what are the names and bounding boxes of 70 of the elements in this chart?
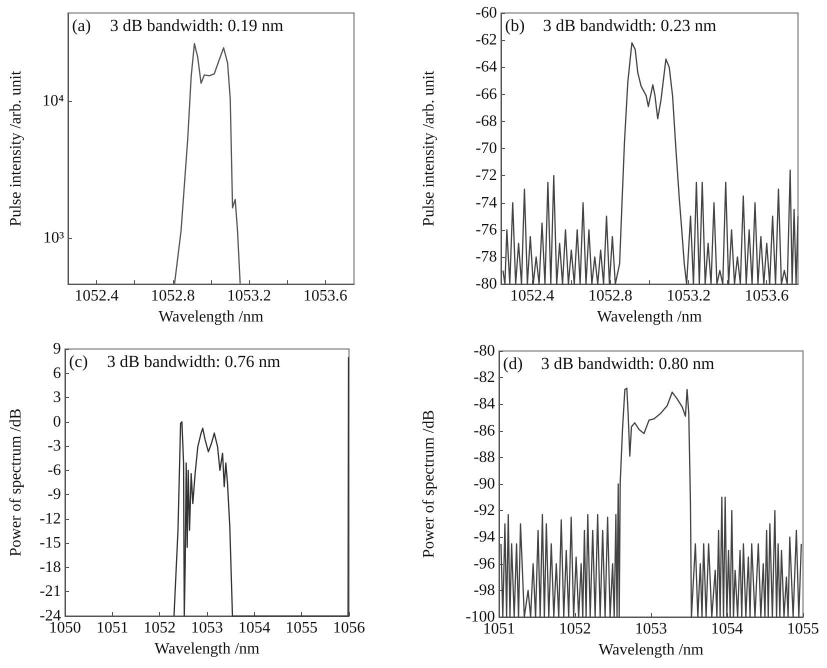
y-tick-label: -94 [474, 528, 495, 546]
y-axis-title: Power of spectrum /dB [420, 410, 438, 558]
y-tick-label: -92 [474, 502, 495, 520]
y-tick-label: -78 [476, 248, 497, 266]
y-tick-label: -96 [474, 555, 495, 572]
y-tick-label: -84 [474, 396, 495, 413]
annotation: (d) [503, 354, 523, 373]
x-axis-title: Wavelength /nm [158, 308, 264, 326]
y-axis-title: Pulse intensity /arb. unit [8, 70, 24, 226]
x-tick-label: 1054 [711, 620, 743, 638]
y-tick-label: -18 [40, 558, 61, 576]
y-tick-label: -86 [474, 422, 495, 440]
y-tick-label: -90 [474, 476, 495, 492]
x-tick-label: 1052.4 [74, 288, 119, 305]
x-tick-label: 1053 [635, 620, 667, 638]
y-tick-label: 9 [53, 340, 61, 358]
y-tick-label: -60 [476, 4, 497, 22]
y-tick-label: -64 [476, 58, 497, 76]
annotation: (c) [69, 352, 88, 371]
x-tick-label: 1055 [286, 620, 318, 636]
x-axis-title: Wavelength /nm [597, 308, 703, 326]
annotation: (b) [505, 16, 525, 35]
annotation: 3 dB bandwidth: 0.76 nm [107, 352, 280, 371]
annotation: 3 dB bandwidth: 0.19 nm [110, 16, 284, 35]
x-tick-label: 1053.6 [303, 288, 348, 305]
y-tick-label: 6 [53, 364, 61, 382]
x-tick-label: 1053 [191, 620, 223, 636]
y-tick-label: -62 [476, 32, 497, 49]
x-tick-label: 1053.2 [227, 288, 272, 305]
x-axis-title: Wavelength /nm [598, 641, 704, 658]
y-tick-label: -74 [476, 194, 497, 212]
y-tick-label: -80 [474, 342, 495, 360]
x-tick-label: 1055 [787, 620, 819, 638]
y-tick-label: -15 [40, 534, 61, 552]
y-tick-label: -80 [476, 276, 497, 293]
x-tick-label: 1053.6 [744, 288, 789, 305]
y-tick-label: -88 [474, 448, 495, 466]
x-tick-label: 1052.4 [510, 288, 554, 305]
x-tick-label: 1052 [559, 620, 591, 638]
x-tick-label: 1052.8 [588, 288, 632, 305]
y-tick-label: -72 [476, 167, 497, 184]
y-tick-label: 10³ [43, 229, 64, 246]
y-tick-label: 3 [53, 389, 61, 406]
y-tick-label: -76 [476, 221, 497, 238]
y-tick-label: 0 [53, 413, 61, 430]
y-tick-label: -6 [48, 462, 61, 479]
annotation: 3 dB bandwidth: 0.23 nm [543, 16, 716, 35]
y-tick-label: -21 [40, 583, 61, 600]
y-tick-label: 10⁴ [42, 92, 64, 110]
x-tick-label: 1054 [238, 620, 270, 636]
y-tick-label: -66 [476, 86, 497, 103]
y-tick-label: -82 [474, 369, 495, 386]
x-axis-title: Wavelength /nm [154, 640, 260, 658]
x-tick-label: 1051 [96, 620, 128, 636]
x-tick-label: 1050 [49, 620, 81, 636]
y-axis-title: Pulse intensity /arb. unit [420, 70, 438, 226]
y-tick-label: -68 [476, 112, 497, 130]
y-tick-label: -12 [40, 510, 61, 528]
x-tick-label: 1052 [144, 620, 176, 636]
y-tick-label: -9 [48, 486, 61, 504]
y-axis-title: Power of spectrum /dB [8, 408, 24, 556]
x-tick-label: 1053.2 [666, 288, 711, 305]
x-tick-label: 1056 [333, 620, 365, 636]
y-tick-label: -70 [476, 140, 497, 158]
annotation: (a) [72, 16, 91, 35]
annotation: 3 dB bandwidth: 0.80 nm [541, 354, 714, 373]
y-tick-label: -98 [474, 582, 495, 599]
x-tick-label: 1052.8 [150, 288, 195, 305]
y-tick-label: -3 [48, 438, 61, 455]
x-tick-label: 1051 [483, 620, 515, 638]
